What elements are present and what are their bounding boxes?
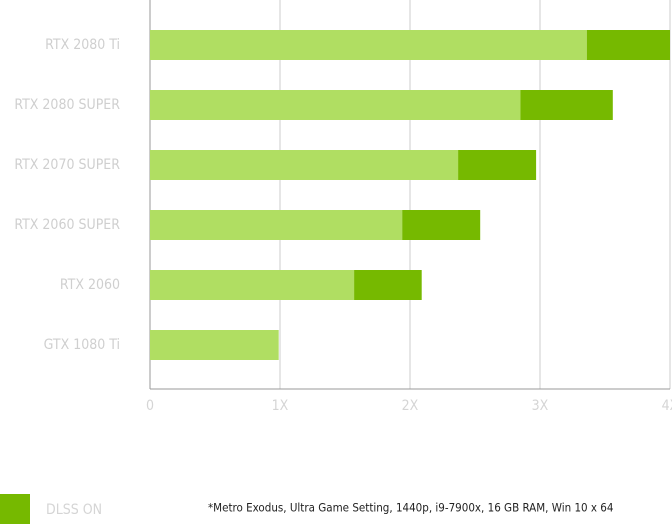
bar-segment bbox=[520, 90, 613, 120]
x-tick-label: 1X bbox=[272, 398, 289, 414]
x-tick-label: 4X bbox=[662, 398, 672, 414]
bar-segment bbox=[150, 90, 521, 120]
bar-segment bbox=[150, 30, 587, 60]
category-label: RTX 2060 bbox=[60, 277, 120, 293]
legend-label: DLSS ON bbox=[46, 502, 102, 518]
footnote: *Metro Exodus, Ultra Game Setting, 1440p… bbox=[208, 501, 613, 515]
category-label: RTX 2080 Ti bbox=[45, 37, 120, 53]
x-tick-label: 3X bbox=[532, 398, 549, 414]
bar-segment bbox=[458, 150, 537, 180]
bar-segment bbox=[150, 150, 459, 180]
bar-segment bbox=[402, 210, 481, 240]
category-label: RTX 2080 SUPER bbox=[14, 97, 120, 113]
category-label: GTX 1080 Ti bbox=[44, 337, 120, 353]
x-tick-label: 0 bbox=[146, 398, 154, 414]
bar-segment bbox=[354, 270, 422, 300]
legend-swatch bbox=[0, 494, 30, 524]
bar-segment bbox=[150, 330, 279, 360]
category-label: RTX 2060 SUPER bbox=[14, 217, 120, 233]
x-tick-label: 2X bbox=[402, 398, 419, 414]
bar-segment bbox=[586, 30, 670, 60]
bar-segment bbox=[150, 270, 355, 300]
category-label: RTX 2070 SUPER bbox=[14, 157, 120, 173]
bar-segment bbox=[150, 210, 403, 240]
